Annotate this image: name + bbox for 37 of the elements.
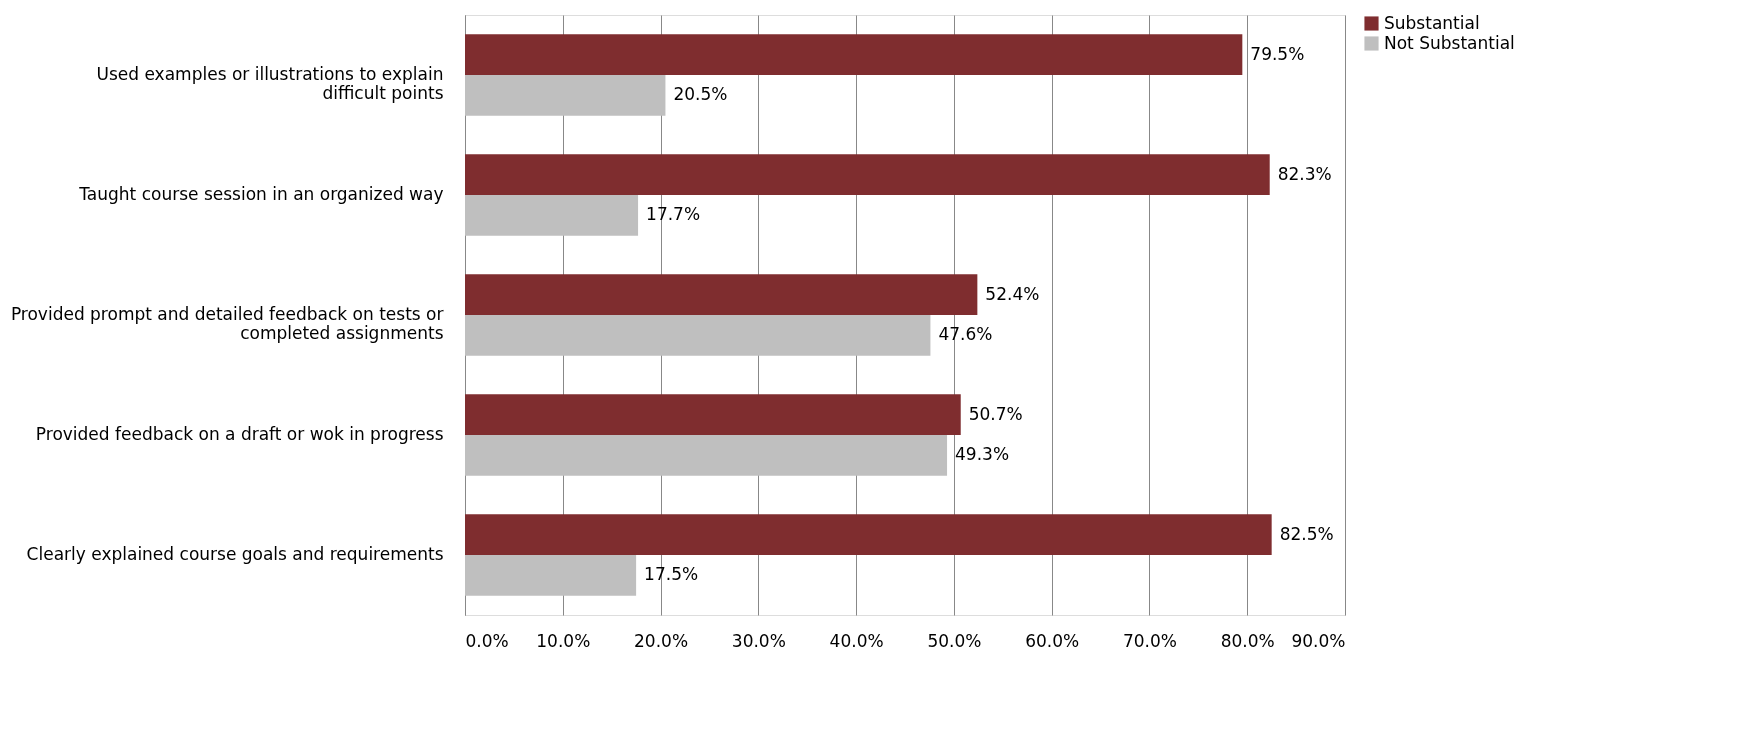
bar	[465, 34, 1243, 75]
legend-label: Not Substantial	[1384, 32, 1515, 53]
y-tick-label: Provided prompt and detailed feedback on tests or completed assignments	[10, 304, 444, 343]
x-tick-label: 10.0%	[536, 630, 591, 651]
bar	[465, 514, 1272, 555]
bar	[465, 154, 1270, 195]
x-tick-label: 30.0%	[731, 630, 786, 651]
data-label: 79.5%	[1250, 43, 1305, 64]
y-tick-label: Provided feedback on a draft or wok in progress	[35, 424, 444, 444]
bar	[465, 315, 931, 356]
bar	[465, 435, 948, 476]
x-tick-label: 80.0%	[1220, 630, 1275, 651]
legend-label: Substantial	[1384, 12, 1480, 33]
y-tick-label: Clearly explained course goals and requirements	[26, 544, 444, 564]
x-tick-label: 20.0%	[634, 630, 689, 651]
data-label: 49.3%	[955, 444, 1010, 465]
bar	[465, 555, 637, 596]
x-tick-label: 60.0%	[1025, 630, 1080, 651]
bar	[465, 394, 961, 435]
bar	[465, 195, 639, 236]
data-label: 50.7%	[968, 403, 1023, 424]
x-tick-label: 40.0%	[829, 630, 884, 651]
bar	[465, 75, 666, 116]
data-label: 17.5%	[644, 564, 699, 585]
data-label: 52.4%	[985, 283, 1040, 304]
x-tick-label: 90.0%	[1291, 630, 1346, 651]
data-label: 82.5%	[1279, 523, 1334, 544]
data-label: 17.7%	[646, 204, 701, 225]
x-tick-label: 70.0%	[1122, 630, 1177, 651]
data-label: 82.3%	[1277, 163, 1332, 184]
data-label: 20.5%	[673, 84, 728, 105]
bar	[465, 274, 978, 315]
y-tick-label: Taught course session in an organized way	[78, 184, 444, 204]
y-tick-label: Used examples or illustrations to explain difficult points	[96, 64, 444, 103]
x-tick-label: 0.0%	[465, 630, 509, 651]
data-label: 47.6%	[938, 324, 993, 345]
x-tick-label: 50.0%	[927, 630, 982, 651]
